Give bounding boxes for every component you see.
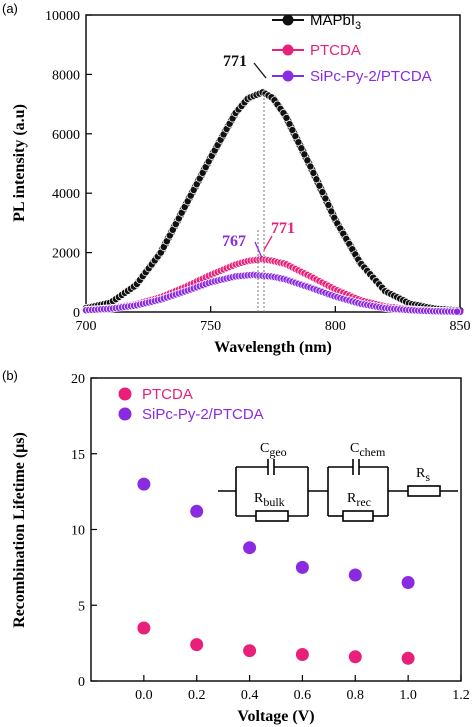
resistor-s	[407, 485, 441, 497]
chart-b-ticks: 0.0 0.2 0.4 0.6 0.8 1.0 1.2 0 5 10 15 20	[71, 372, 470, 703]
chart-b-ytick-label: 10	[71, 524, 85, 539]
chart-a-ylabel: PL intensity (a.u)	[11, 104, 28, 222]
chart-b-xtick-label: 0.8	[347, 688, 365, 703]
chart-a-xtick-label: 750	[200, 319, 221, 334]
data-point-mapbi3	[306, 162, 315, 171]
data-point-b-sipc	[190, 504, 204, 518]
legend-label-sipc: SiPc-Py-2/PTCDA	[310, 68, 432, 85]
chart-a-xtick-label: 700	[76, 319, 97, 334]
data-point-mapbi3	[315, 181, 324, 190]
legend-label-mapbi3: MAPbI3	[310, 12, 361, 32]
legend-marker-mapbi3	[282, 14, 294, 26]
chart-a-xtick-label: 850	[450, 319, 471, 334]
data-point-mapbi3	[321, 194, 330, 203]
chart-b-ytick-label: 15	[71, 448, 85, 463]
chart-b-xlabel: Voltage (V)	[237, 708, 314, 725]
legend-marker-sipc	[282, 70, 294, 82]
panel-a-label: (a)	[2, 1, 18, 16]
peak-arrow-mapbi3	[253, 62, 267, 79]
chart-b-ylabel: Recombination Lifetime (μs)	[11, 432, 28, 628]
label-r-rec: Rrec	[347, 491, 371, 509]
chart-a: 700 750 800 850 0 2000 4000 6000 8000 10000 771 7…	[11, 9, 471, 356]
chart-b-xtick-label: 0.0	[135, 688, 153, 703]
legend-label-ptcda-b: PTCDA	[142, 386, 193, 403]
data-point-b-sipc	[295, 560, 309, 574]
chart-b-xtick-label: 0.6	[294, 688, 312, 703]
resistor-rec	[342, 510, 374, 522]
chart-a-xlabel: Wavelength (nm)	[214, 339, 332, 356]
peak-label-sipc: 767	[222, 233, 246, 250]
chart-b-ytick-label: 20	[71, 372, 85, 387]
data-point-b-ptcda	[190, 638, 204, 652]
label-r-bulk: Rbulk	[254, 491, 285, 509]
panel-b-label: (b)	[2, 368, 18, 383]
chart-b-xtick-label: 1.0	[399, 688, 417, 703]
peak-arrow-sipc	[254, 241, 263, 259]
chart-a-ytick-label: 0	[73, 306, 80, 321]
legend-label-ptcda: PTCDA	[310, 42, 361, 59]
chart-b: 0.0 0.2 0.4 0.6 0.8 1.0 1.2 0 5 10 15 20 PTCDA SiPc…	[11, 372, 470, 725]
chart-b-xtick-label: 0.4	[241, 688, 259, 703]
data-point-b-sipc	[401, 576, 415, 589]
legend-marker-sipc-b	[118, 407, 132, 421]
chart-a-ytick-label: 8000	[52, 68, 80, 83]
data-point-b-ptcda	[243, 644, 257, 658]
data-point-b-ptcda	[137, 621, 151, 635]
data-point-b-sipc	[137, 477, 151, 491]
data-point-mapbi3	[309, 168, 318, 177]
chart-a-frame	[85, 14, 461, 313]
legend-marker-ptcda-b	[118, 387, 132, 401]
data-point-b-sipc	[348, 568, 362, 582]
data-point-b-ptcda	[295, 648, 309, 661]
chart-b-legend: PTCDA SiPc-Py-2/PTCDA	[118, 386, 264, 423]
peak-label-mapbi3: 771	[223, 53, 247, 70]
chart-a-ytick-label: 6000	[52, 128, 80, 143]
chart-a-series	[82, 88, 464, 316]
equivalent-circuit: Cgeo Rbulk Cchem Rrec Rs	[218, 441, 458, 522]
chart-b-series	[137, 477, 415, 665]
data-point-mapbi3	[318, 188, 327, 197]
chart-a-ticks: 700 750 800 850 0 2000 4000 6000 8000 10000	[45, 9, 471, 334]
chart-a-xtick-label: 800	[325, 319, 346, 334]
chart-b-ytick-label: 0	[78, 675, 85, 690]
chart-b-xtick-label: 0.2	[188, 688, 206, 703]
data-point-b-ptcda	[401, 651, 415, 665]
chart-a-legend: MAPbI3 PTCDA SiPc-Py-2/PTCDA	[272, 12, 432, 85]
data-point-b-sipc	[243, 541, 257, 555]
label-c-chem: Cchem	[350, 441, 386, 459]
legend-marker-ptcda	[282, 44, 294, 56]
data-point-mapbi3	[312, 175, 321, 184]
label-c-geo: Cgeo	[260, 441, 287, 459]
peak-arrow-ptcda	[263, 235, 273, 251]
label-r-s: Rs	[416, 466, 430, 484]
data-point-b-ptcda	[348, 650, 362, 664]
series-b-ptcda	[137, 621, 415, 665]
chart-b-xtick-label: 1.2	[452, 688, 470, 703]
chart-a-ytick-label: 2000	[52, 247, 80, 262]
data-point-mapbi3	[327, 207, 336, 216]
series-sipc	[82, 270, 464, 316]
data-point-sipc	[453, 307, 461, 316]
chart-b-ytick-label: 5	[78, 599, 85, 614]
chart-b-frame	[90, 377, 462, 682]
resistor-bulk	[255, 510, 289, 522]
chart-a-ytick-label: 10000	[45, 9, 80, 24]
chart-a-ytick-label: 4000	[52, 187, 80, 202]
peak-label-ptcda: 771	[271, 220, 295, 237]
series-b-sipc	[137, 477, 415, 589]
legend-label-sipc-b: SiPc-Py-2/PTCDA	[142, 406, 264, 423]
data-point-mapbi3	[324, 201, 333, 209]
